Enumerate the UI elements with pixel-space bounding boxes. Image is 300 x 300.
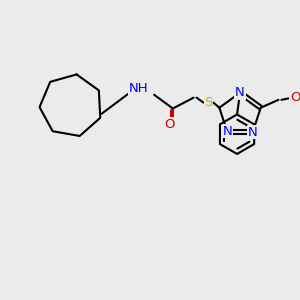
Text: N: N [235,86,245,99]
Text: N: N [222,124,232,137]
Text: O: O [290,91,300,104]
Text: S: S [204,96,213,109]
Text: O: O [165,118,175,131]
Text: NH: NH [128,82,148,95]
Text: N: N [248,125,258,139]
